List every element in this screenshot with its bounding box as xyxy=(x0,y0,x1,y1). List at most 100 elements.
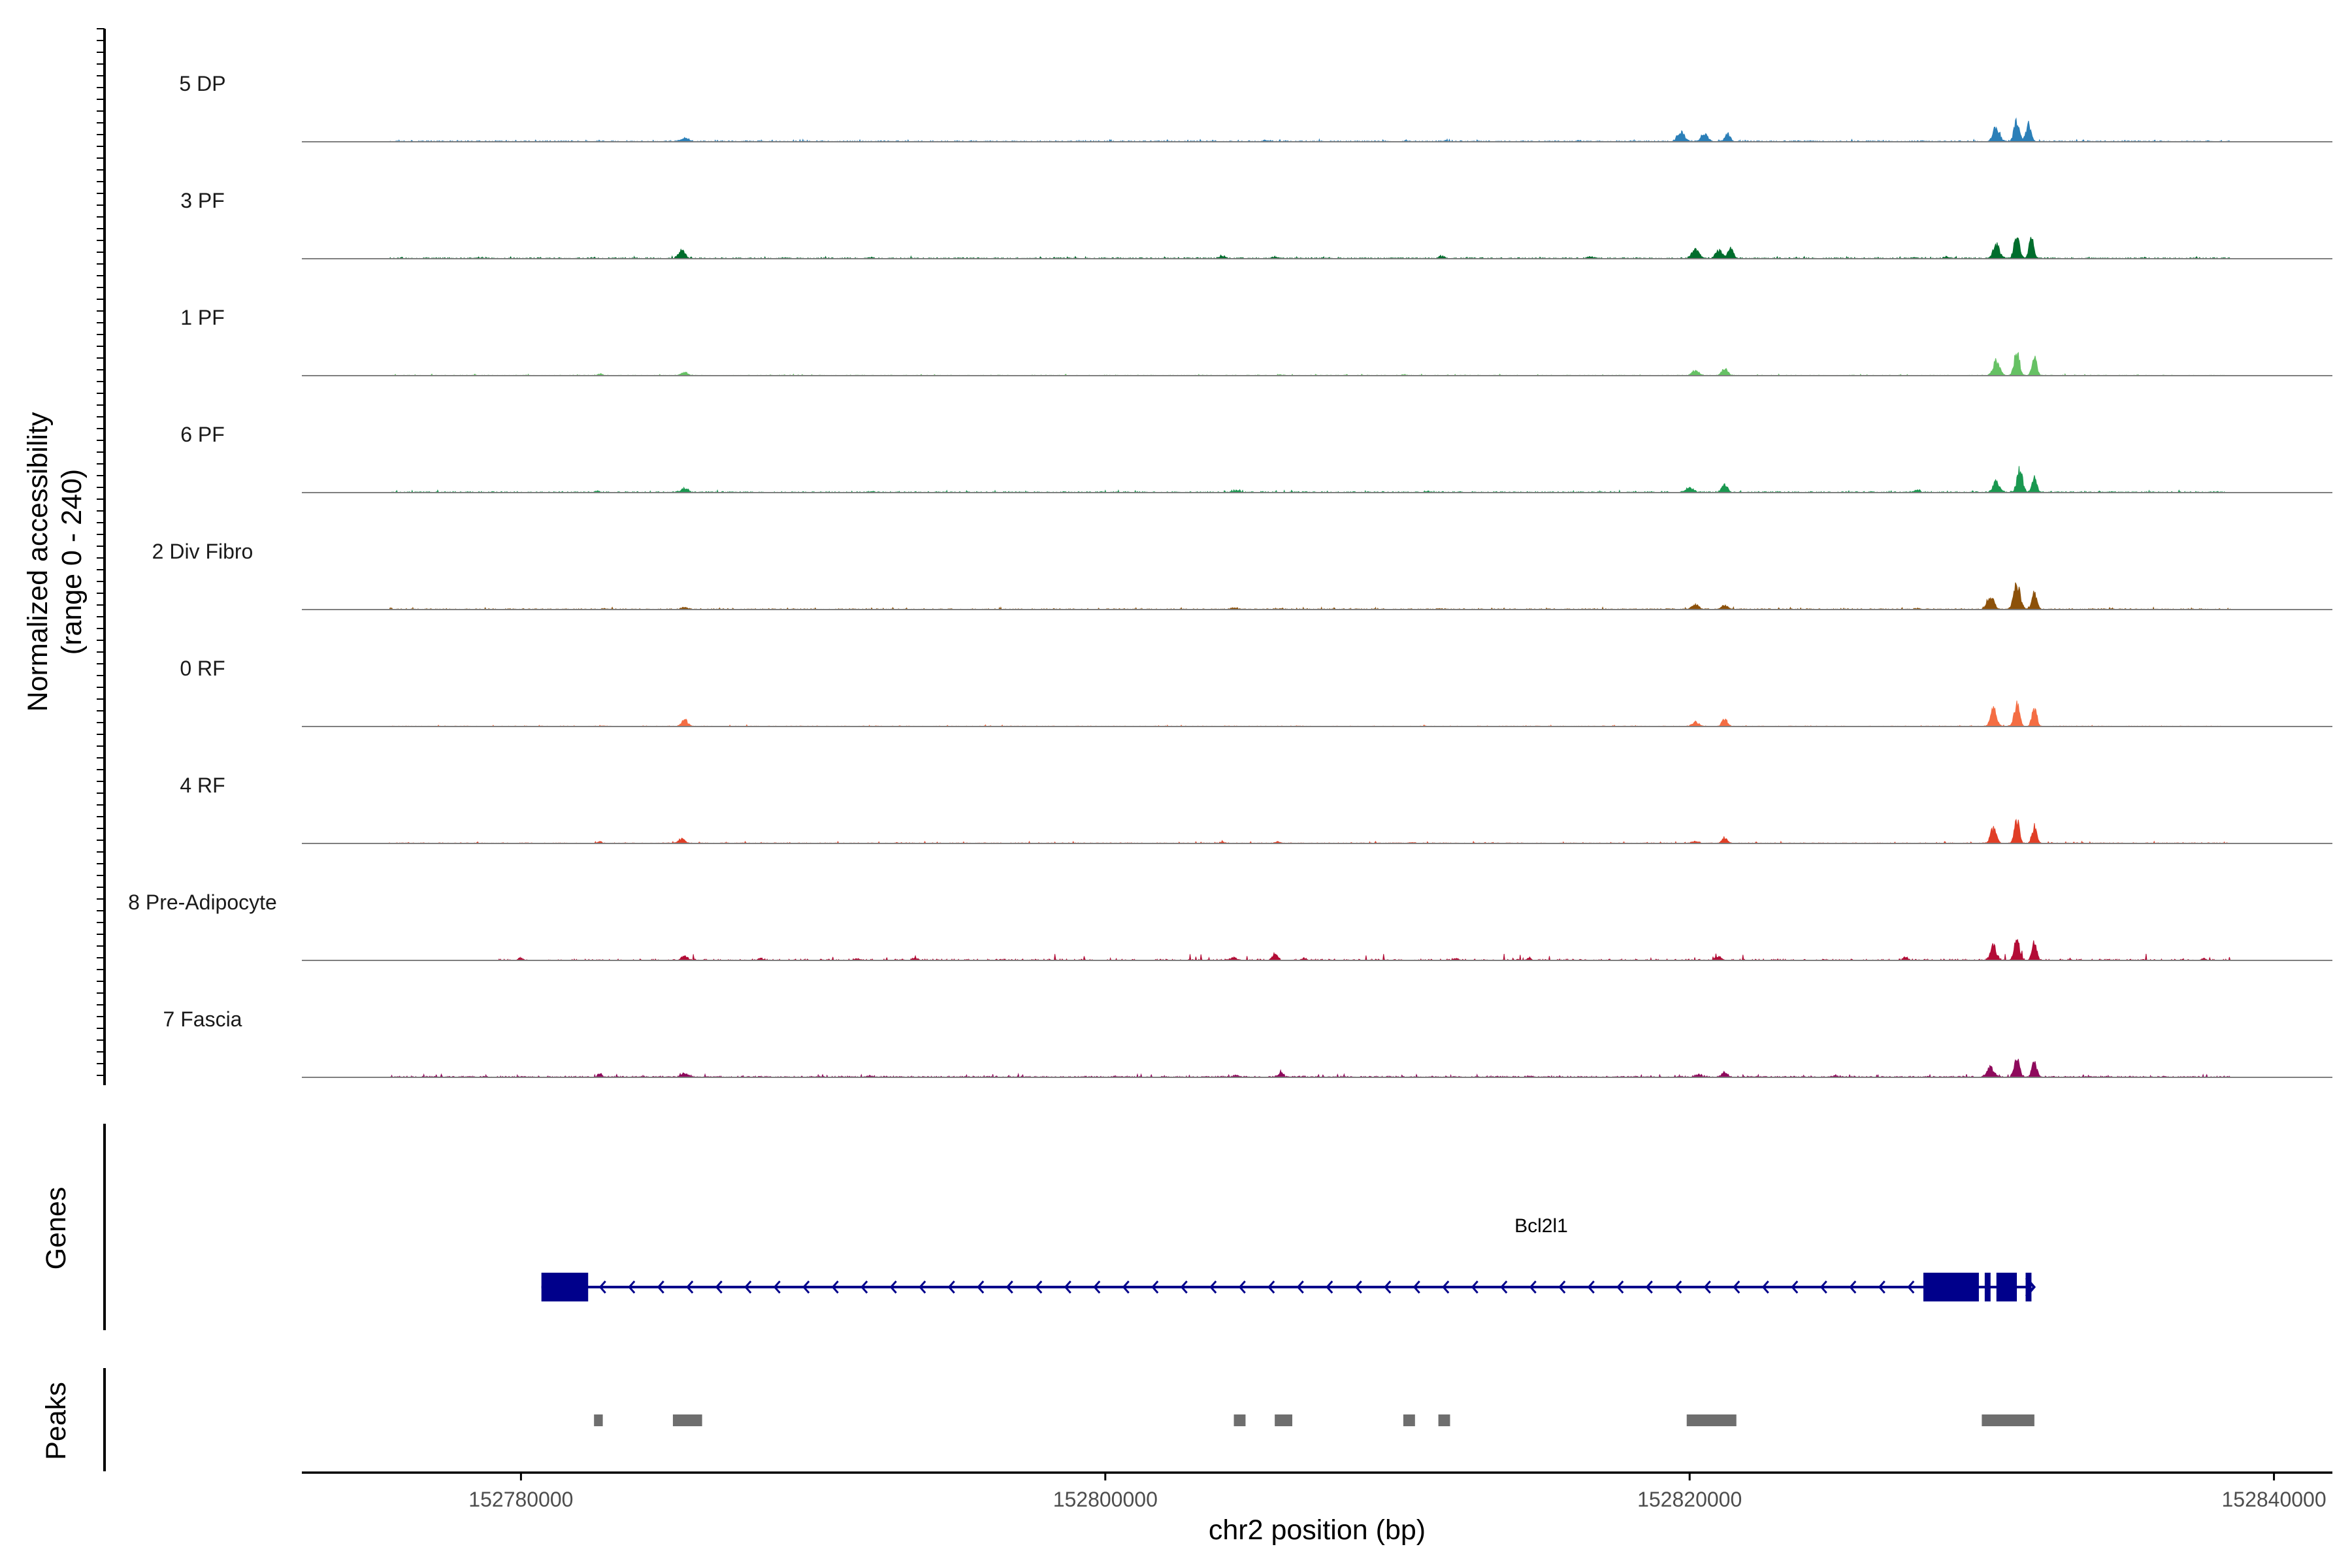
strand-arrow xyxy=(1820,1281,1827,1294)
track-label: 2 Div Fibro xyxy=(152,540,253,563)
coverage-area xyxy=(388,117,2231,143)
strand-arrow xyxy=(1733,1281,1740,1294)
strand-arrow xyxy=(1529,1281,1537,1294)
y-axis-title-line1: Normalized accessibility xyxy=(22,412,54,711)
strand-arrow xyxy=(1413,1281,1420,1294)
strand-arrow xyxy=(1326,1281,1333,1294)
strand-arrow xyxy=(1267,1281,1275,1294)
strand-arrow xyxy=(1703,1281,1711,1294)
peak-regions xyxy=(594,1414,2034,1426)
track-label: 7 Fascia xyxy=(163,1007,242,1031)
strand-arrow xyxy=(1500,1281,1508,1294)
strand-arrow xyxy=(715,1281,723,1294)
strand-arrow xyxy=(1878,1281,1886,1294)
y-axis-title: Normalized accessibility (range 0 - 240) xyxy=(22,412,88,711)
peak-region xyxy=(1403,1414,1415,1426)
genes-panel: Genes Bcl2l1 xyxy=(41,1124,2036,1330)
strand-arrow xyxy=(686,1281,694,1294)
y-axis-title-line2: (range 0 - 240) xyxy=(56,469,88,655)
strand-arrow xyxy=(1035,1281,1043,1294)
strand-arrow xyxy=(744,1281,752,1294)
strand-arrow xyxy=(1616,1281,1624,1294)
coverage-area xyxy=(491,938,2230,962)
peak-region xyxy=(1233,1414,1246,1426)
coverage-area xyxy=(389,237,2231,260)
gene-end-arrow xyxy=(2025,1277,2036,1298)
strand-arrow xyxy=(802,1281,810,1294)
strand-arrow xyxy=(1791,1281,1799,1294)
strand-arrow xyxy=(860,1281,868,1294)
peaks-panel-label: Peaks xyxy=(41,1382,72,1460)
strand-arrow xyxy=(1180,1281,1188,1294)
track-label: 4 RF xyxy=(180,774,225,797)
strand-arrow xyxy=(1384,1281,1392,1294)
coverage-area xyxy=(389,466,2230,494)
gene-exon xyxy=(1984,1273,1991,1301)
track-7-fascia: 7 Fascia xyxy=(163,1007,2332,1079)
track-label: 0 RF xyxy=(180,657,225,680)
strand-arrow xyxy=(657,1281,664,1294)
track-8-pre-adipocyte: 8 Pre-Adipocyte xyxy=(128,890,2332,962)
position-x-axis: 152780000 152800000 152820000 152840000 chr… xyxy=(302,1471,2332,1546)
peak-region xyxy=(594,1414,603,1426)
strand-arrow xyxy=(831,1281,839,1294)
strand-arrow xyxy=(1907,1281,1915,1294)
track-label: 3 PF xyxy=(180,189,225,212)
gene-name-label: Bcl2l1 xyxy=(1514,1215,1568,1237)
coverage-area xyxy=(389,818,2230,844)
coverage-area xyxy=(389,582,2230,611)
strand-arrow xyxy=(947,1281,955,1294)
gene-exon xyxy=(541,1273,589,1301)
strand-arrow xyxy=(1209,1281,1217,1294)
peak-region xyxy=(1438,1414,1450,1426)
x-axis-title: chr2 position (bp) xyxy=(1209,1514,1426,1546)
strand-arrow xyxy=(1064,1281,1071,1294)
gene-exon xyxy=(1923,1273,1979,1301)
strand-arrow xyxy=(1122,1281,1130,1294)
x-tick-label: 152820000 xyxy=(1637,1488,1742,1511)
strand-arrow xyxy=(1238,1281,1246,1294)
track-5-dp: 5 DP xyxy=(179,72,2332,143)
strand-arrow xyxy=(977,1281,985,1294)
track-label: 5 DP xyxy=(179,72,225,95)
x-tick-label: 152800000 xyxy=(1053,1488,1158,1511)
x-tick-label: 152780000 xyxy=(468,1488,573,1511)
accessibility-y-axis xyxy=(97,28,106,1085)
gene-exon xyxy=(2025,1273,2032,1301)
track-label: 6 PF xyxy=(180,423,225,446)
genes-panel-label: Genes xyxy=(41,1187,72,1270)
x-ticks: 152780000 152800000 152820000 152840000 xyxy=(468,1473,2327,1511)
coverage-area xyxy=(389,700,2230,727)
strand-arrow xyxy=(1005,1281,1013,1294)
peak-region xyxy=(672,1414,702,1426)
track-2-div-fibro: 2 Div Fibro xyxy=(152,540,2332,611)
coverage-tracks: 5 DP 3 PF 1 PF 6 PF 2 Div Fibro 0 RF 4 RF 8 Pre… xyxy=(128,72,2332,1079)
strand-arrow xyxy=(1442,1281,1450,1294)
track-6-pf: 6 PF xyxy=(180,423,2332,494)
peak-region xyxy=(1982,1414,2034,1426)
strand-arrow xyxy=(1354,1281,1362,1294)
strand-arrow xyxy=(598,1281,606,1294)
strand-arrow xyxy=(1471,1281,1478,1294)
peak-region xyxy=(1275,1414,1292,1426)
peak-region xyxy=(1686,1414,1737,1426)
x-tick-label: 152840000 xyxy=(2221,1488,2326,1511)
strand-arrow xyxy=(1849,1281,1857,1294)
track-label: 1 PF xyxy=(180,306,225,329)
peaks-panel: Peaks xyxy=(41,1368,2034,1471)
track-0-rf: 0 RF xyxy=(180,657,2332,727)
track-3-pf: 3 PF xyxy=(180,189,2332,260)
track-label: 8 Pre-Adipocyte xyxy=(128,890,277,914)
strand-arrow xyxy=(1761,1281,1769,1294)
track-1-pf: 1 PF xyxy=(180,306,2332,376)
strand-arrow xyxy=(1151,1281,1159,1294)
strand-arrow xyxy=(1645,1281,1653,1294)
track-4-rf: 4 RF xyxy=(180,774,2332,844)
strand-arrow xyxy=(1587,1281,1595,1294)
strand-arrow xyxy=(1093,1281,1101,1294)
gene-bcl2l1: Bcl2l1 xyxy=(541,1215,2036,1301)
strand-arrow xyxy=(1296,1281,1304,1294)
strand-arrow xyxy=(889,1281,897,1294)
gene-models: Bcl2l1 xyxy=(541,1215,2036,1301)
